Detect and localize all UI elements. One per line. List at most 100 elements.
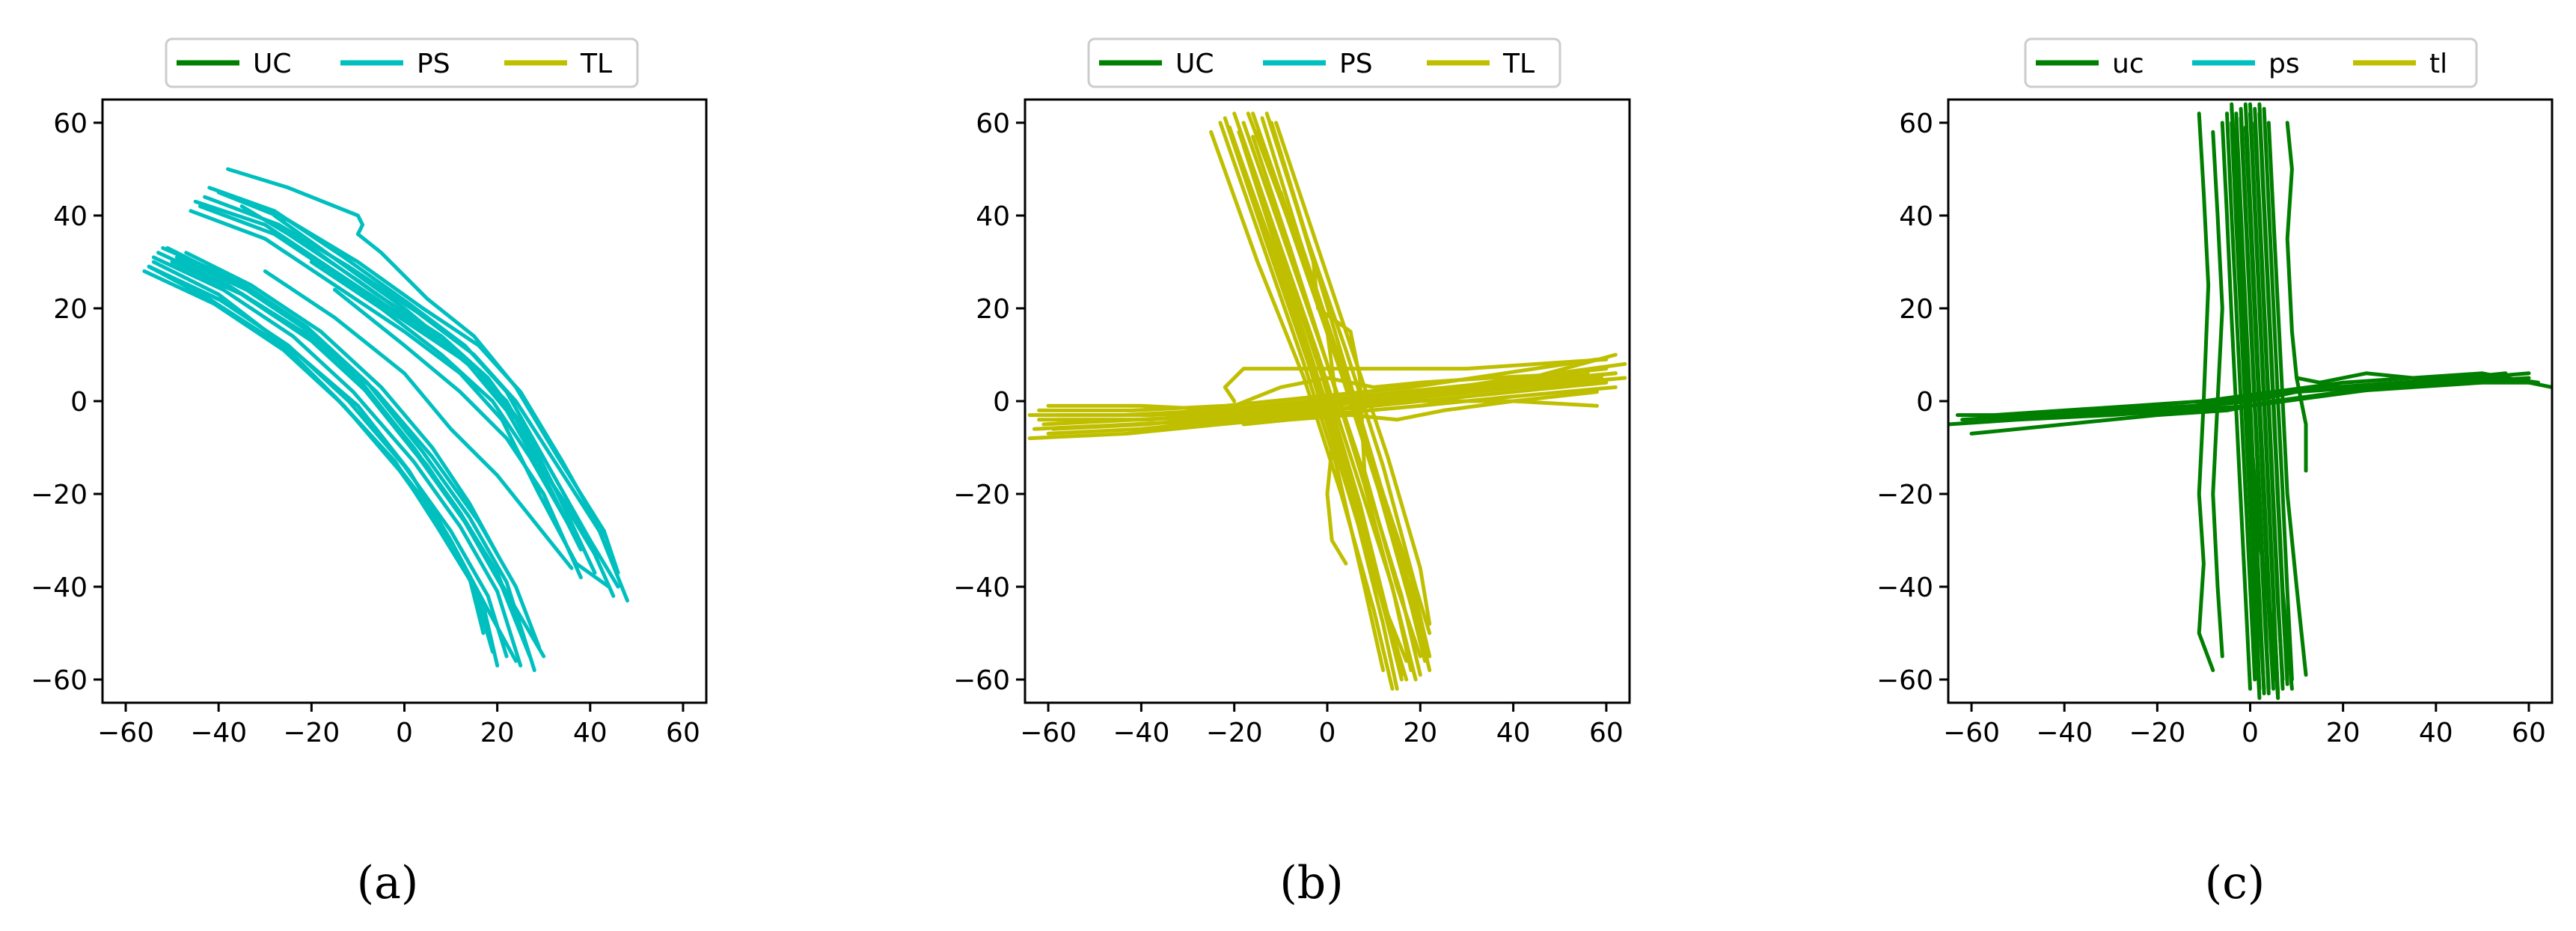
legend-label-tl: TL <box>580 49 612 79</box>
trajectory-ps-21 <box>286 232 597 575</box>
x-tick-label: −60 <box>1020 718 1077 748</box>
trajectory-tl-7 <box>1237 129 1409 682</box>
trajectory-tl-28 <box>1027 371 1590 418</box>
x-tick-label: −40 <box>190 718 247 748</box>
plot-area <box>142 167 629 673</box>
y-tick-label: −40 <box>31 573 88 603</box>
trajectory-tl-26 <box>1037 357 1599 412</box>
legend: uc ps tl <box>2024 37 2478 88</box>
x-tick-label: 40 <box>573 718 608 748</box>
trajectory-tl-29 <box>1056 371 1618 422</box>
y-axis: −60 −40 −20 0 20 40 60 <box>1876 109 1948 696</box>
plot-area <box>1027 112 1627 691</box>
trajectory-ps-10 <box>156 269 518 663</box>
trajectory-ps-17 <box>226 167 620 575</box>
y-tick-label: −60 <box>953 665 1010 696</box>
legend-label-ps: ps <box>2268 49 2300 79</box>
y-axis: −60 −40 −20 0 20 40 60 <box>31 109 103 696</box>
trajectory-uc-21 <box>2285 120 2308 473</box>
x-tick-label: 60 <box>1589 718 1624 748</box>
trajectory-ps-11 <box>184 251 500 557</box>
trajectory-ps-20 <box>272 213 583 552</box>
x-tick-label: −20 <box>2129 718 2185 748</box>
trajectory-tl-16 <box>1232 139 1404 677</box>
trajectory-ps-18 <box>207 186 593 543</box>
legend-label-ps: PS <box>417 49 450 79</box>
x-tick-label: 20 <box>480 718 515 748</box>
trajectory-uc-19 <box>2197 112 2215 673</box>
y-tick-label: 40 <box>53 201 88 232</box>
panel-c: uc ps tl −60 −40 −20 0 20 40 60 −60 −40 −20 0 20 40… <box>1876 37 2554 909</box>
x-axis: −60 −40 −20 0 20 40 60 <box>1020 703 1624 748</box>
legend-label-tl: tl <box>2429 49 2447 79</box>
trajectory-tl-30 <box>1232 399 1599 422</box>
trajectory-ps-13 <box>198 204 616 598</box>
plot-area <box>1948 102 2552 700</box>
legend-label-uc: uc <box>2112 49 2144 79</box>
x-tick-label: −20 <box>283 718 340 748</box>
legend-label-tl: TL <box>1502 49 1535 79</box>
x-tick-label: −40 <box>2036 718 2093 748</box>
x-tick-label: 40 <box>2419 718 2453 748</box>
panel-caption: (b) <box>1279 857 1343 909</box>
x-tick-label: −20 <box>1206 718 1263 748</box>
x-tick-label: 0 <box>396 718 413 748</box>
y-tick-label: −20 <box>1876 480 1933 510</box>
trajectory-ps-8 <box>174 255 541 650</box>
trajectory-uc-17 <box>2253 120 2285 682</box>
y-tick-label: −40 <box>953 573 1010 603</box>
trajectory-uc-20 <box>2211 129 2224 659</box>
x-tick-label: −60 <box>97 718 154 748</box>
y-tick-label: −40 <box>1876 573 1933 603</box>
y-tick-label: 20 <box>976 294 1010 325</box>
trajectory-uc-18 <box>2230 106 2280 700</box>
x-tick-label: 40 <box>1496 718 1531 748</box>
trajectory-uc-26 <box>2295 371 2508 385</box>
y-tick-label: 20 <box>53 294 88 325</box>
trajectory-uc-10 <box>2230 120 2262 700</box>
trajectory-ps-0 <box>147 264 509 659</box>
trajectory-ps-1 <box>151 255 523 668</box>
legend: UC PS TL <box>1087 37 1561 88</box>
x-tick-label: 20 <box>2326 718 2361 748</box>
x-axis: −60 −40 −20 0 20 40 60 <box>97 703 700 748</box>
legend: UC PS TL <box>165 37 639 88</box>
x-tick-label: 0 <box>2242 718 2259 748</box>
y-axis: −60 −40 −20 0 20 40 60 <box>953 109 1025 696</box>
trajectory-tl-15 <box>1251 135 1418 682</box>
y-tick-label: 60 <box>976 109 1010 139</box>
x-tick-label: 60 <box>2512 718 2546 748</box>
panel-caption: (c) <box>2205 857 2265 909</box>
y-tick-label: 60 <box>1899 109 1933 139</box>
y-tick-label: 0 <box>70 387 88 418</box>
trajectory-tl-31 <box>1223 357 1609 403</box>
y-tick-label: 0 <box>993 387 1010 418</box>
legend-label-ps: PS <box>1339 49 1373 79</box>
x-tick-label: 60 <box>666 718 700 748</box>
x-axis: −60 −40 −20 0 20 40 60 <box>1943 703 2546 748</box>
panel-caption: (a) <box>357 857 419 909</box>
trajectory-ps-24 <box>332 287 583 580</box>
trajectory-tl-22 <box>1027 385 1618 441</box>
trajectory-tl-17 <box>1283 167 1422 659</box>
trajectory-tl-33 <box>1232 371 1585 408</box>
trajectory-ps-16 <box>189 209 611 589</box>
legend-label-uc: UC <box>1175 49 1214 79</box>
legend-label-uc: UC <box>253 49 292 79</box>
trajectory-tl-0 <box>1209 129 1395 691</box>
y-tick-label: 40 <box>1899 201 1933 232</box>
trajectory-uc-11 <box>2239 116 2271 696</box>
y-tick-label: −60 <box>31 665 88 696</box>
trajectory-ps-22 <box>263 269 574 570</box>
x-tick-label: 20 <box>1403 718 1437 748</box>
panel-a: UC PS TL −60 −40 −20 0 20 40 60 −60 −40 −20 0 20 40… <box>31 37 708 909</box>
x-tick-label: 0 <box>1319 718 1336 748</box>
y-tick-label: −20 <box>953 480 1010 510</box>
axes-frame <box>101 98 708 704</box>
x-tick-label: −60 <box>1943 718 2000 748</box>
trajectory-ps-23 <box>309 260 569 524</box>
y-tick-label: −20 <box>31 480 88 510</box>
trajectory-ps-12 <box>193 199 620 589</box>
y-tick-label: −60 <box>1876 665 1933 696</box>
